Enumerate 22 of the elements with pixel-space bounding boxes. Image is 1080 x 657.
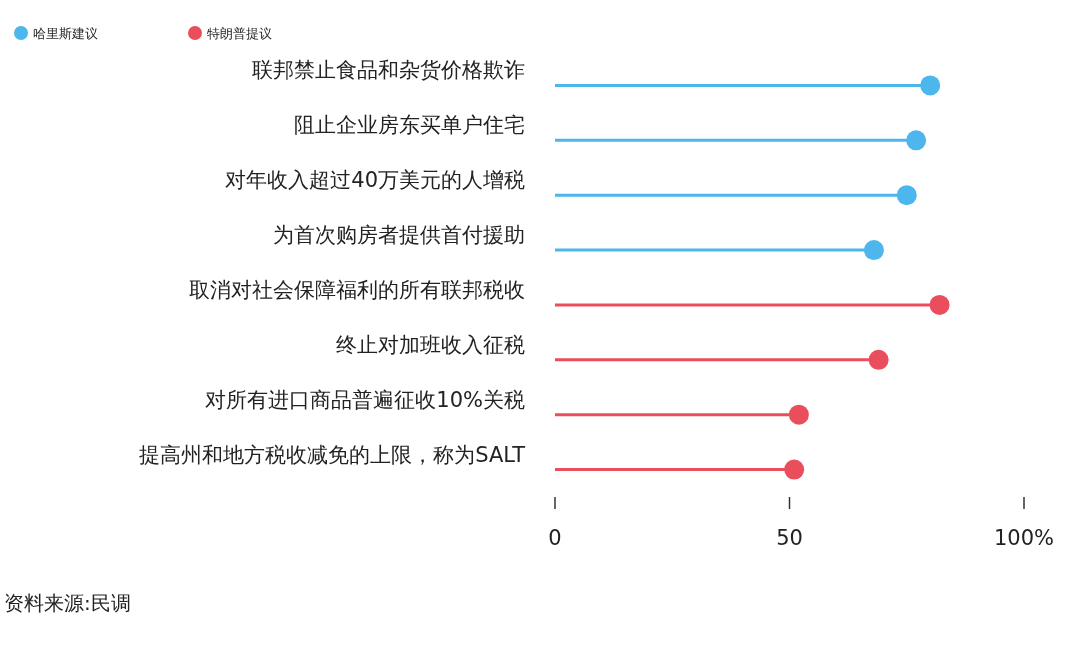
legend-label: 哈里斯建议 bbox=[33, 26, 98, 41]
y-tick-label: 为首次购房者提供首付援助 bbox=[273, 223, 525, 248]
point bbox=[920, 75, 941, 96]
point bbox=[868, 349, 889, 370]
point bbox=[929, 294, 950, 315]
legend-label: 特朗普提议 bbox=[207, 26, 272, 41]
point bbox=[788, 404, 809, 425]
point bbox=[906, 130, 927, 151]
point bbox=[784, 459, 805, 480]
y-tick-label: 对所有进口商品普遍征收10%关税 bbox=[205, 387, 525, 412]
x-tick-label: 100% bbox=[993, 526, 1055, 550]
x-tick-label: 0 bbox=[548, 526, 562, 550]
y-tick-label: 提高州和地方税收减免的上限，称为SALT bbox=[139, 442, 526, 467]
y-tick-label: 终止对加班收入征税 bbox=[336, 332, 525, 357]
x-tick-label: 50 bbox=[776, 526, 803, 550]
y-tick-label: 取消对社会保障福利的所有联邦税收 bbox=[189, 277, 525, 302]
point bbox=[863, 240, 884, 261]
y-tick-label: 对年收入超过40万美元的人增税 bbox=[225, 168, 525, 193]
text: 资料来源:民调 bbox=[4, 591, 131, 615]
y-tick-label: 阻止企业房东买单户住宅 bbox=[294, 113, 525, 138]
point bbox=[896, 185, 917, 206]
y-tick-label: 联邦禁止食品和杂货价格欺诈 bbox=[252, 58, 525, 83]
